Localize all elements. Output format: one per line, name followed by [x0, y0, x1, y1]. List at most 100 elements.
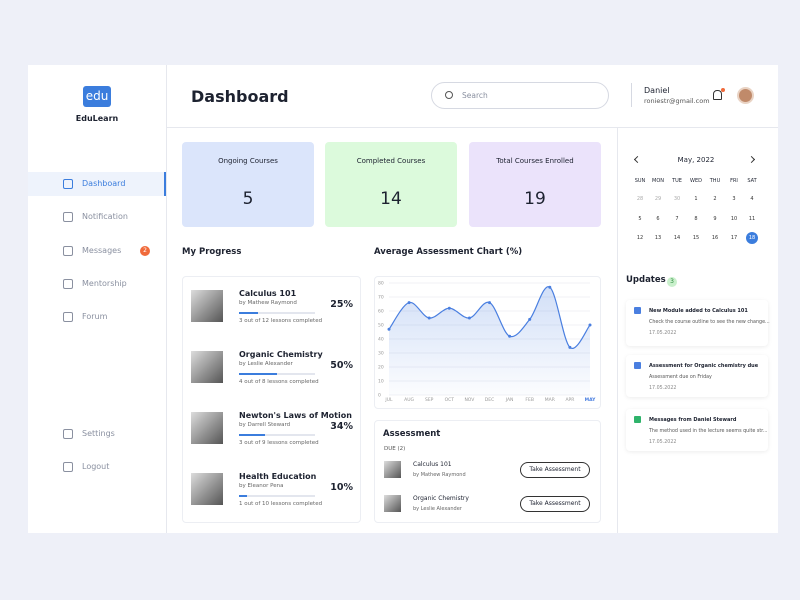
x-tick-label: FEB: [525, 397, 534, 403]
calendar-day[interactable]: 18: [748, 235, 756, 241]
take-assessment-button[interactable]: Take Assessment: [520, 496, 590, 512]
calendar-day[interactable]: 13: [654, 235, 662, 241]
calendar-day[interactable]: 29: [654, 196, 662, 202]
course-percent: 50%: [330, 360, 353, 371]
calendar-day[interactable]: 10: [730, 216, 738, 222]
calendar-day[interactable]: 7: [675, 216, 679, 222]
progress-track: [239, 434, 315, 436]
nav-item[interactable]: Settings: [82, 429, 115, 439]
x-tick-label: AUG: [404, 397, 414, 403]
point: [528, 317, 532, 321]
calendar-day[interactable]: 17: [730, 235, 738, 241]
calendar-day[interactable]: 12: [636, 235, 644, 241]
course-author: by Eleanor Pena: [239, 483, 284, 490]
search-box[interactable]: [431, 82, 609, 109]
progress-fill: [239, 312, 258, 314]
assessment-item-author: by Mathew Raymond: [413, 471, 466, 478]
calendar-day[interactable]: 4: [750, 196, 754, 202]
nav-icon: [63, 429, 73, 439]
calendar-day[interactable]: 8: [694, 216, 698, 222]
update-text: Assessment due on Friday: [649, 374, 712, 380]
header-divider: [166, 127, 778, 128]
updates-badge: 3: [667, 277, 677, 287]
progress-fill: [239, 495, 247, 497]
nav-item[interactable]: Mentorship: [82, 279, 127, 289]
point: [548, 285, 552, 289]
section-title: Average Assessment Chart (%): [374, 247, 523, 258]
calendar-day[interactable]: 14: [673, 235, 681, 241]
course-thumbnail: [191, 473, 223, 505]
calendar-day[interactable]: 16: [711, 235, 719, 241]
course-title: Calculus 101: [239, 289, 297, 299]
assessment-chart: 0 10 20 30 40 50 60 70 80 JUL AUG SEP OCT NOV DEC JAN FE…: [378, 281, 596, 404]
chart-card: [374, 276, 601, 409]
x-tick-label: JAN: [505, 397, 514, 403]
course-thumbnail: [191, 412, 223, 444]
y-tick-label: 80: [378, 281, 384, 287]
update-title: New Module added to Calculus 101: [649, 307, 748, 314]
assessment-thumbnail: [384, 461, 401, 478]
course-thumbnail: [191, 351, 223, 383]
nav-item[interactable]: Logout: [82, 462, 110, 472]
weekday: MON: [652, 178, 664, 184]
progress-track: [239, 312, 315, 314]
weekday: FRI: [730, 178, 738, 184]
update-icon: [634, 416, 641, 423]
point: [447, 306, 451, 310]
stat-value: 19: [524, 189, 546, 209]
update-card[interactable]: [626, 409, 768, 451]
bell-dot: [721, 88, 725, 92]
update-text: The method used in the lecture seems qui…: [649, 428, 768, 434]
weekday: SUN: [634, 178, 646, 184]
assessment-item-title: Calculus 101: [413, 460, 452, 468]
y-tick-label: 30: [378, 351, 384, 357]
point: [407, 301, 411, 305]
calendar-day[interactable]: 2: [713, 196, 717, 202]
assessment-card: [374, 420, 601, 523]
point: [488, 301, 491, 305]
course-title: Organic Chemistry: [239, 350, 323, 360]
stat-value: 14: [380, 189, 402, 209]
nav-item[interactable]: Forum: [82, 312, 108, 322]
brand-name: EduLearn: [75, 114, 119, 123]
progress-track: [239, 495, 315, 497]
calendar-day[interactable]: 15: [692, 235, 700, 241]
point: [568, 345, 572, 349]
stat-label: Total Courses Enrolled: [496, 157, 574, 165]
update-title: Messages from Daniel Steward: [649, 416, 737, 423]
calendar-day[interactable]: 9: [713, 216, 717, 222]
avatar[interactable]: [737, 87, 754, 104]
course-title: Newton's Laws of Motion: [239, 411, 352, 421]
nav-item[interactable]: Dashboard: [82, 179, 126, 189]
calendar-day[interactable]: 11: [748, 216, 756, 222]
calendar-month: May, 2022: [677, 156, 715, 164]
nav-item[interactable]: Messages: [82, 246, 122, 256]
calendar-day[interactable]: 30: [673, 196, 681, 202]
bell-icon[interactable]: [713, 90, 722, 100]
calendar-day[interactable]: 5: [638, 216, 642, 222]
take-assessment-button[interactable]: Take Assessment: [520, 462, 590, 478]
update-card[interactable]: [626, 355, 768, 397]
nav-icon: [63, 312, 73, 322]
point: [387, 327, 391, 331]
point: [588, 323, 592, 327]
x-tick-label: OCT: [445, 397, 455, 403]
x-tick-label: DEC: [485, 397, 494, 403]
assessment-title: Assessment: [383, 429, 441, 440]
nav-icon: [63, 179, 73, 189]
nav-item[interactable]: Notification: [82, 212, 128, 222]
calendar-day[interactable]: 1: [694, 196, 698, 202]
course-lessons: 3 out of 12 lessons completed: [239, 318, 323, 325]
calendar-day[interactable]: 6: [656, 216, 660, 222]
course-thumbnail: [191, 290, 223, 322]
y-tick-label: 60: [378, 309, 384, 315]
update-card[interactable]: [626, 300, 768, 346]
stat-value: 5: [242, 189, 254, 209]
stat-card: [182, 142, 314, 227]
calendar-day[interactable]: 28: [636, 196, 644, 202]
calendar-day[interactable]: 3: [732, 196, 736, 202]
nav-icon: [63, 212, 73, 222]
course-percent: 25%: [330, 299, 353, 310]
course-percent: 10%: [330, 482, 353, 493]
